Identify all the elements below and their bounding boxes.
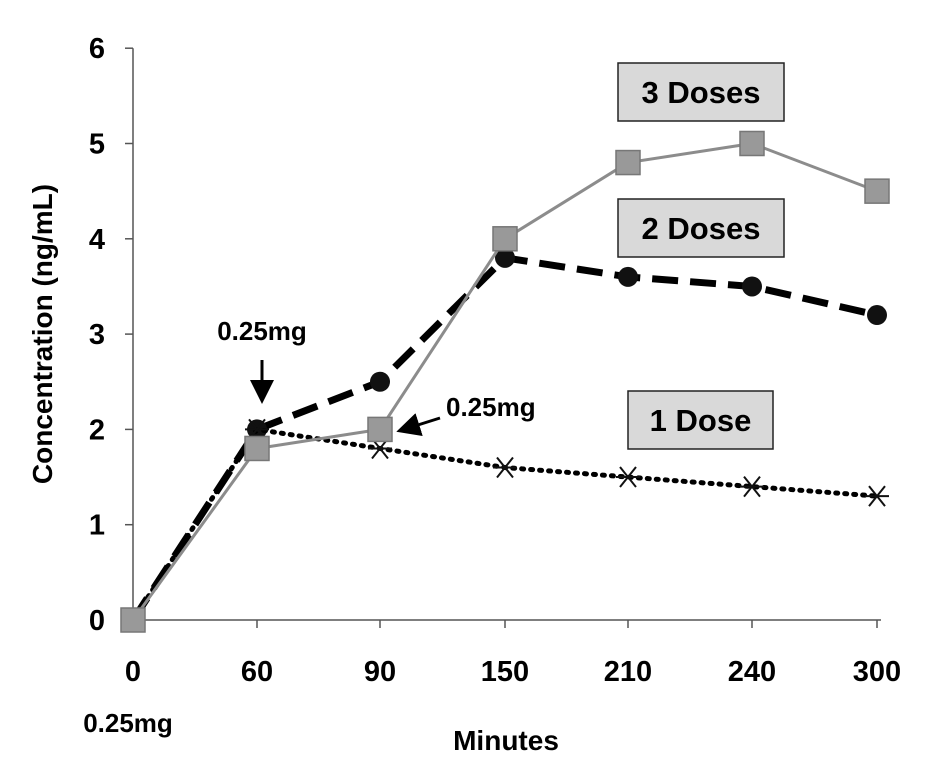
- y-axis-title: Concentration (ng/mL): [27, 184, 58, 484]
- series-1-dose: [121, 418, 889, 631]
- data-point-2-doses: [618, 266, 638, 287]
- data-point-2-doses: [867, 305, 887, 326]
- asterisk-stroke: [496, 456, 514, 479]
- data-point-1-dose: [493, 456, 517, 479]
- data-point-1-dose: [616, 466, 640, 488]
- y-tick-label: 0: [89, 605, 105, 637]
- annotations: 0.25mg 0.25mg 0.25mg: [83, 316, 535, 738]
- dose-arrow: [396, 413, 441, 437]
- x-tick-label: 60: [241, 656, 273, 688]
- legend: 3 Doses 2 Doses 1 Dose: [617, 62, 785, 450]
- asterisk-stroke: [868, 485, 886, 507]
- legend-entry-1-dose: 1 Dose: [627, 390, 774, 450]
- data-point-3-doses: [739, 130, 765, 157]
- data-point-3-doses: [120, 607, 146, 633]
- data-point-2-doses: [370, 371, 390, 392]
- y-tick-label: 2: [89, 414, 105, 446]
- dose-annotation-label: 0.25mg: [446, 392, 536, 422]
- legend-entry-2-doses: 2 Doses: [617, 198, 785, 258]
- legend-label: 1 Dose: [650, 403, 752, 438]
- x-tick-label: 90: [364, 656, 396, 688]
- legend-box: [617, 198, 785, 258]
- x-axis-title: Minutes: [453, 725, 559, 756]
- y-tick-label: 4: [89, 224, 105, 256]
- legend-box: [617, 62, 785, 122]
- x-tick-label: 240: [728, 656, 776, 688]
- series-layer: [120, 130, 890, 633]
- data-point-1-dose: [740, 475, 764, 498]
- y-tick-label: 1: [89, 510, 105, 542]
- data-point-3-doses: [492, 226, 518, 252]
- data-point-3-doses: [615, 149, 641, 176]
- data-point-3-doses: [864, 178, 890, 204]
- x-tick-label: 300: [853, 656, 901, 688]
- data-point-1-dose: [865, 485, 889, 507]
- y-tick-label: 6: [89, 33, 105, 65]
- asterisk-stroke: [743, 475, 761, 498]
- data-point-3-doses: [244, 435, 270, 462]
- legend-label: 3 Doses: [642, 75, 761, 110]
- data-point-2-doses: [742, 276, 762, 297]
- legend-box: [627, 390, 774, 450]
- legend-label: 2 Doses: [642, 211, 761, 246]
- series-3-doses: [120, 130, 890, 633]
- x-tick-label: 0: [125, 656, 141, 688]
- x-tick-label: 150: [481, 656, 529, 688]
- dose-annotation-label: 0.25mg: [217, 316, 307, 346]
- legend-entry-3-doses: 3 Doses: [617, 62, 785, 122]
- y-tick-label: 3: [89, 319, 105, 351]
- x-tick-label: 210: [604, 656, 652, 688]
- y-tick-label: 5: [89, 129, 105, 161]
- asterisk-stroke: [619, 466, 637, 488]
- dose-annotation-label: 0.25mg: [83, 708, 173, 738]
- data-point-2-doses: [495, 247, 515, 268]
- data-point-3-doses: [367, 416, 393, 443]
